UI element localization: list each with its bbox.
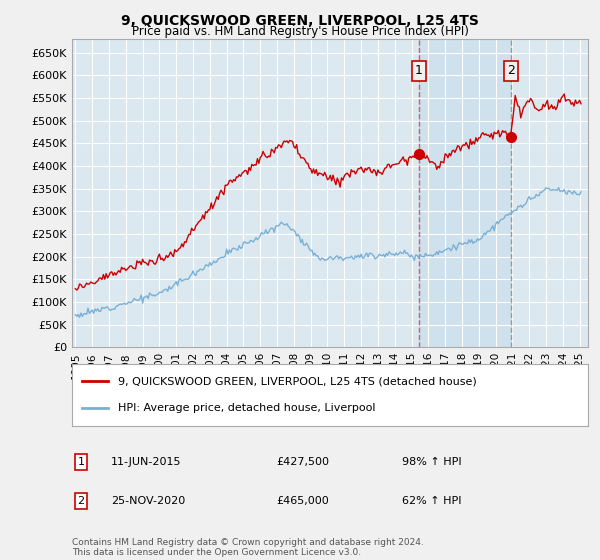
Text: HPI: Average price, detached house, Liverpool: HPI: Average price, detached house, Live… — [118, 403, 376, 413]
Text: 2: 2 — [77, 496, 85, 506]
Text: 2: 2 — [507, 64, 515, 77]
Bar — [419, 39, 511, 347]
Text: 62% ↑ HPI: 62% ↑ HPI — [402, 496, 461, 506]
Text: Contains HM Land Registry data © Crown copyright and database right 2024.
This d: Contains HM Land Registry data © Crown c… — [72, 538, 424, 557]
Text: 25-NOV-2020: 25-NOV-2020 — [111, 496, 185, 506]
Text: £465,000: £465,000 — [276, 496, 329, 506]
Text: 9, QUICKSWOOD GREEN, LIVERPOOL, L25 4TS (detached house): 9, QUICKSWOOD GREEN, LIVERPOOL, L25 4TS … — [118, 376, 477, 386]
Text: 1: 1 — [415, 64, 423, 77]
Text: 98% ↑ HPI: 98% ↑ HPI — [402, 457, 461, 467]
Text: £427,500: £427,500 — [276, 457, 329, 467]
Text: 1: 1 — [77, 457, 85, 467]
Text: 9, QUICKSWOOD GREEN, LIVERPOOL, L25 4TS: 9, QUICKSWOOD GREEN, LIVERPOOL, L25 4TS — [121, 14, 479, 28]
Text: Price paid vs. HM Land Registry's House Price Index (HPI): Price paid vs. HM Land Registry's House … — [131, 25, 469, 38]
Text: 11-JUN-2015: 11-JUN-2015 — [111, 457, 182, 467]
